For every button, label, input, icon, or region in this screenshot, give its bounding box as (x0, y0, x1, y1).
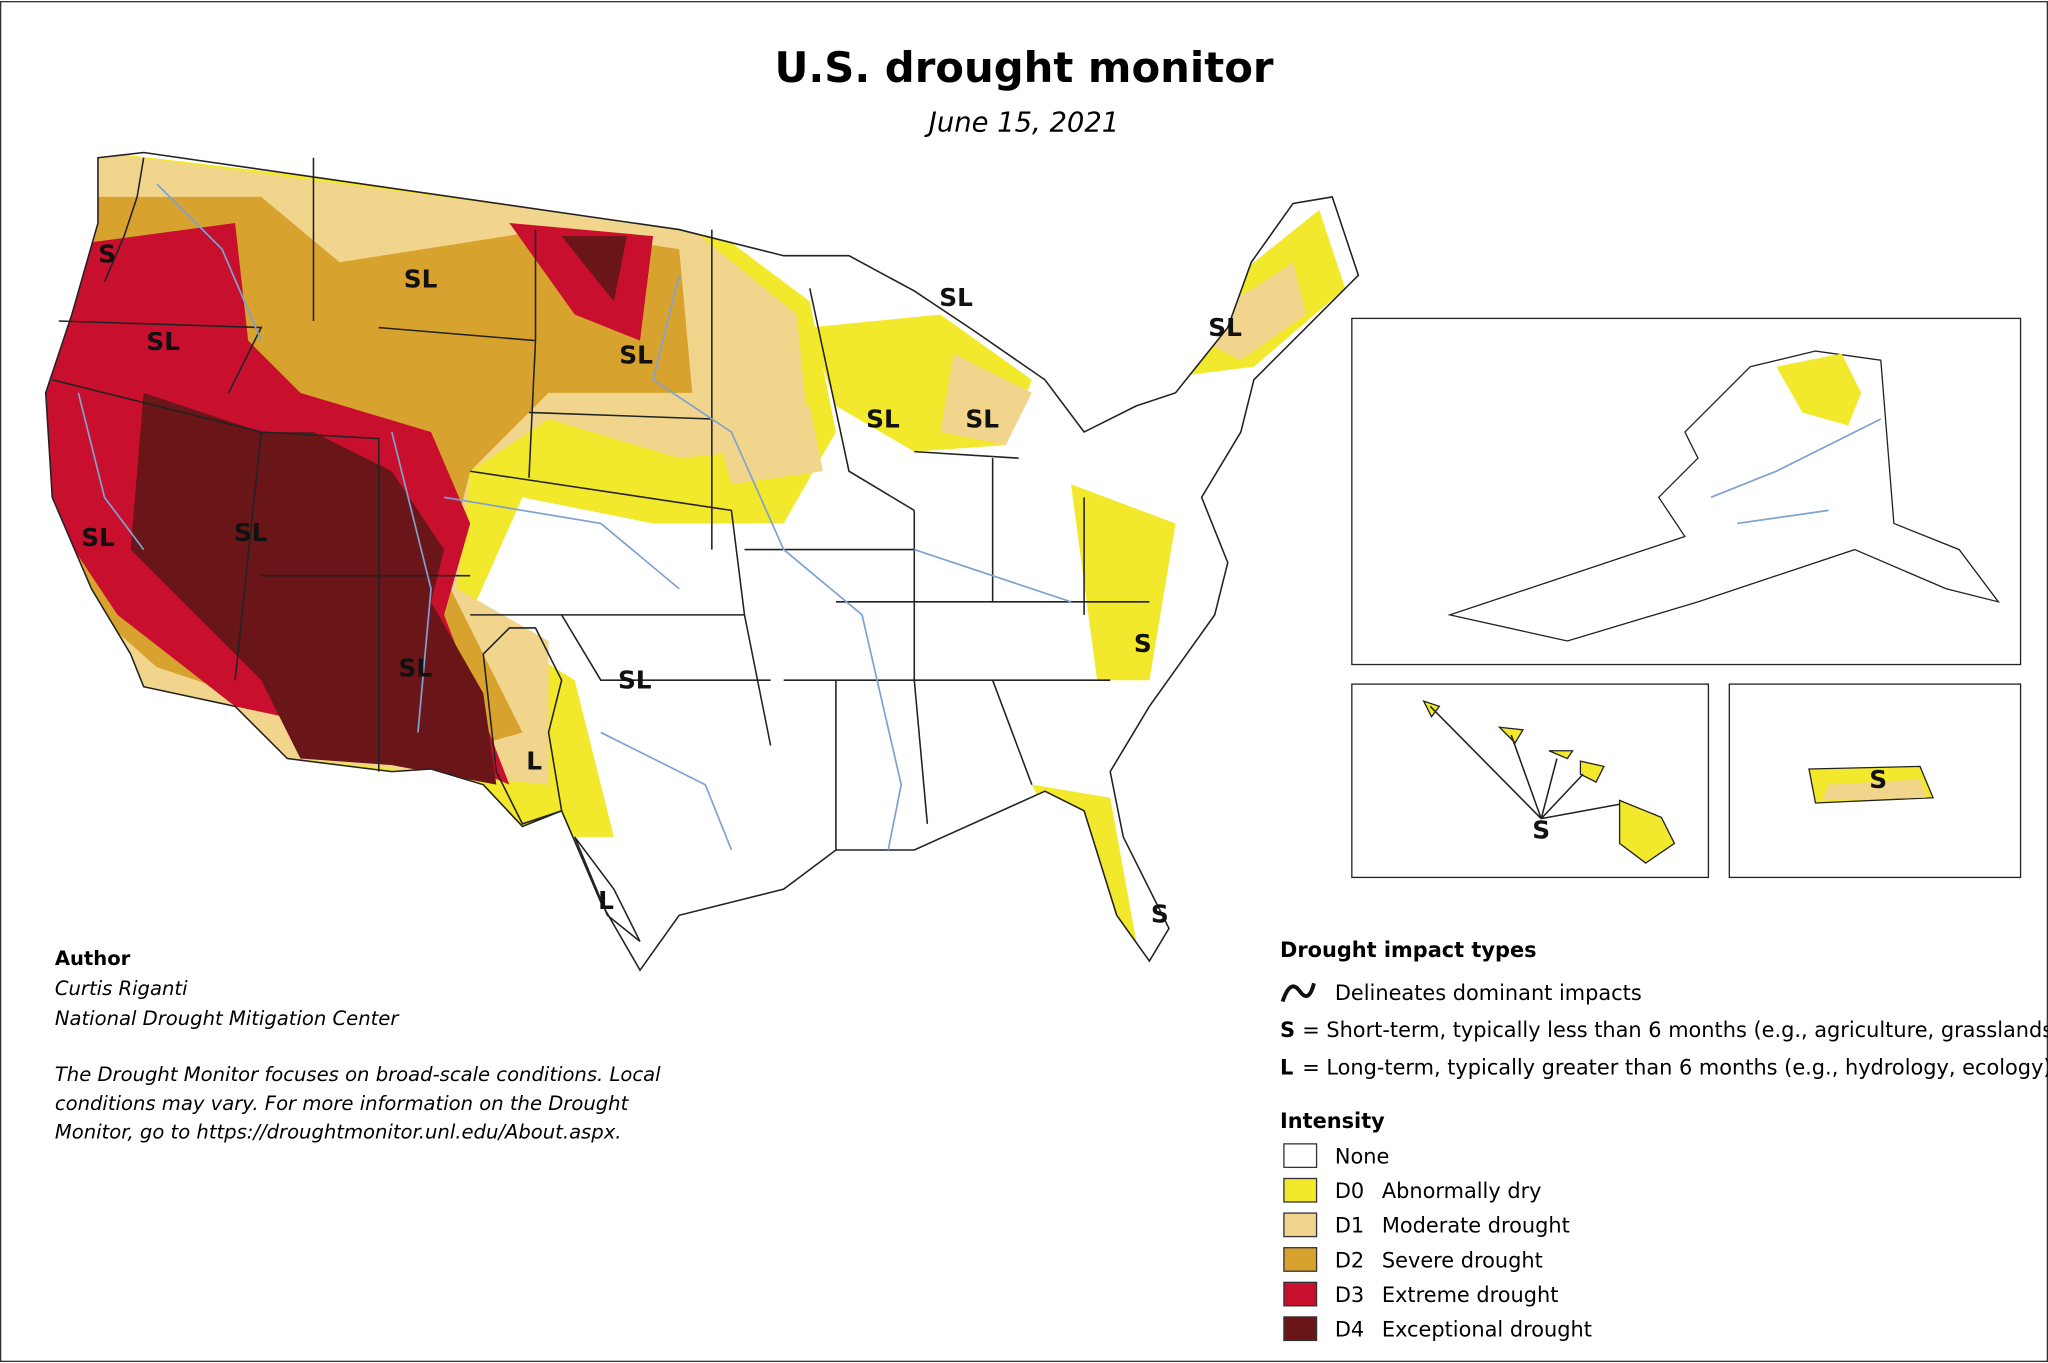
intensity-label: Exceptional drought (1382, 1318, 1592, 1342)
impact-label: S (98, 240, 116, 269)
intensity-legend: Intensity (1280, 1109, 1385, 1133)
intensity-code: D4 (1335, 1318, 1364, 1342)
subtitle: June 15, 2021 (924, 108, 1119, 139)
impact-label: L (598, 886, 614, 915)
impact-line-icon (1280, 982, 1316, 1003)
impact-label: S (1869, 765, 1887, 794)
author-block: Author Curtis Riganti National Drought M… (55, 947, 661, 1144)
impact-label: SL (146, 327, 180, 356)
impact-label: SL (965, 404, 999, 433)
impact-label: SL (619, 340, 653, 369)
impact-label: SL (404, 265, 438, 294)
intensity-items: None D0 Abnormally dry D1 Moderate drought D2… (1283, 1143, 1592, 1342)
us-map (44, 151, 1360, 972)
intensity-label: Moderate drought (1382, 1214, 1570, 1238)
impact-label: S (1532, 816, 1550, 845)
impact-label: L (526, 746, 542, 775)
title: U.S. drought monitor (774, 43, 1273, 92)
legend-title: Intensity (1280, 1109, 1385, 1133)
note-line: The Drought Monitor focuses on broad-sca… (55, 1063, 661, 1086)
impact-label: SL (81, 523, 115, 552)
author-org: National Drought Mitigation Center (55, 1007, 400, 1030)
swatch (1283, 1212, 1318, 1238)
alaska-inset (1351, 317, 2022, 666)
impact-text: = Long-term, typically greater than 6 mo… (1302, 1056, 2048, 1080)
impact-label: S (1151, 899, 1169, 928)
puerto-rico-inset (1728, 683, 2022, 879)
note-line: Monitor, go to https://droughtmonitor.un… (55, 1121, 622, 1144)
impact-text: = Short-term, typically less than 6 mont… (1302, 1018, 2048, 1042)
impact-label: SL (618, 666, 652, 695)
swatch (1283, 1143, 1318, 1169)
intensity-label: Severe drought (1382, 1248, 1543, 1272)
author-heading: Author (55, 947, 131, 970)
intensity-code: D2 (1335, 1248, 1364, 1272)
hawaii-inset (1351, 683, 1710, 879)
impact-label: SL (399, 654, 433, 683)
swatch (1283, 1281, 1318, 1307)
impact-label: SL (866, 404, 900, 433)
map-labels: S SL SL SL SL SL SL SL SL SL SL SL L L S S S S (81, 240, 1887, 929)
legend-title: Drought impact types (1280, 938, 1537, 962)
intensity-code: D1 (1335, 1214, 1364, 1238)
intensity-code: D3 (1335, 1283, 1364, 1307)
impact-label: S (1134, 629, 1152, 658)
impact-line-text: Delineates dominant impacts (1335, 981, 1642, 1005)
impact-label: SL (939, 283, 973, 312)
swatch (1283, 1177, 1318, 1203)
intensity-label: None (1335, 1144, 1389, 1168)
intensity-code: D0 (1335, 1179, 1364, 1203)
impact-label: SL (1208, 313, 1242, 342)
impact-legend: Drought impact types Delineates dominant… (1280, 938, 1642, 1005)
swatch (1283, 1316, 1318, 1342)
impact-label: SL (234, 518, 268, 547)
impact-code: S (1280, 1018, 1295, 1042)
note-line: conditions may vary. For more informatio… (55, 1092, 630, 1115)
impact-items: S = Short-term, typically less than 6 mon… (1280, 1018, 2048, 1080)
swatch (1283, 1247, 1318, 1272)
intensity-label: Extreme drought (1382, 1283, 1559, 1307)
intensity-label: Abnormally dry (1382, 1179, 1542, 1203)
author-name: Curtis Riganti (55, 977, 188, 1000)
impact-code: L (1280, 1056, 1293, 1080)
